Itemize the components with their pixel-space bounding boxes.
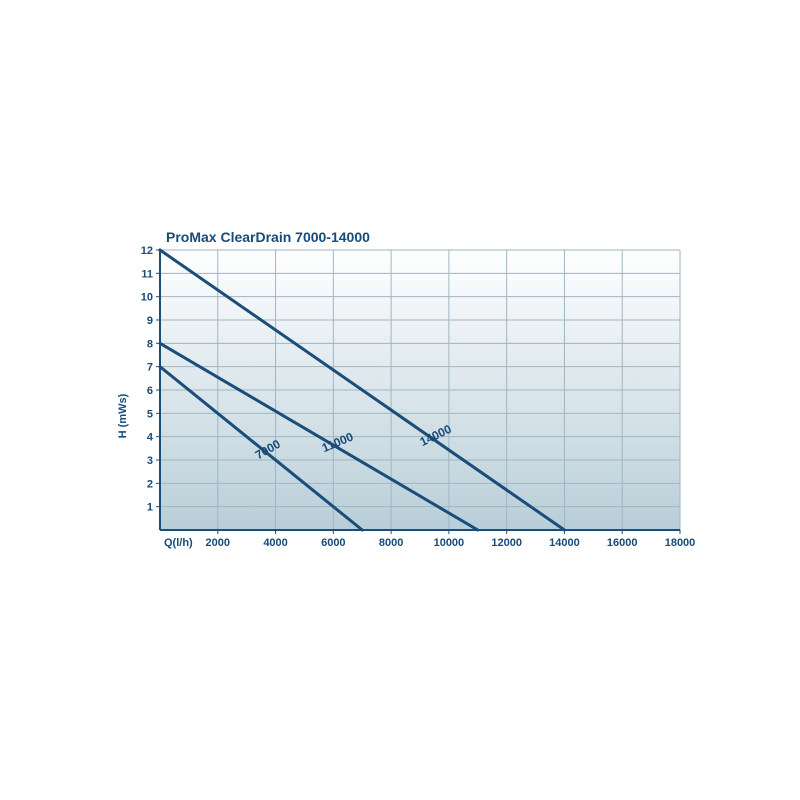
xtick-label: 18000: [665, 537, 696, 549]
ytick-label: 10: [141, 292, 153, 304]
ytick-label: 9: [147, 315, 153, 327]
x-axis-label: Q(l/h): [164, 537, 193, 549]
xtick-label: 16000: [607, 537, 638, 549]
y-axis-label: H (mWs): [117, 393, 129, 438]
ytick-label: 3: [147, 455, 153, 467]
ytick-label: 1: [147, 502, 153, 514]
ytick-label: 11: [141, 268, 153, 280]
ytick-label: 4: [147, 432, 154, 444]
ytick-label: 5: [147, 408, 153, 420]
ytick-label: 7: [147, 362, 153, 374]
xtick-label: 8000: [379, 537, 403, 549]
ytick-label: 2: [147, 478, 153, 490]
ytick-label: 6: [147, 385, 153, 397]
pump-curve-chart: 7000110001400012345678910111220004000600…: [0, 0, 800, 800]
ytick-label: 12: [141, 245, 153, 257]
chart-title: ProMax ClearDrain 7000-14000: [166, 229, 370, 245]
xtick-label: 2000: [206, 537, 230, 549]
xtick-label: 10000: [434, 537, 465, 549]
chart-container: 7000110001400012345678910111220004000600…: [0, 0, 800, 800]
xtick-label: 14000: [549, 537, 580, 549]
ytick-label: 8: [147, 338, 153, 350]
xtick-label: 6000: [321, 537, 345, 549]
xtick-label: 4000: [263, 537, 287, 549]
xtick-label: 12000: [491, 537, 522, 549]
